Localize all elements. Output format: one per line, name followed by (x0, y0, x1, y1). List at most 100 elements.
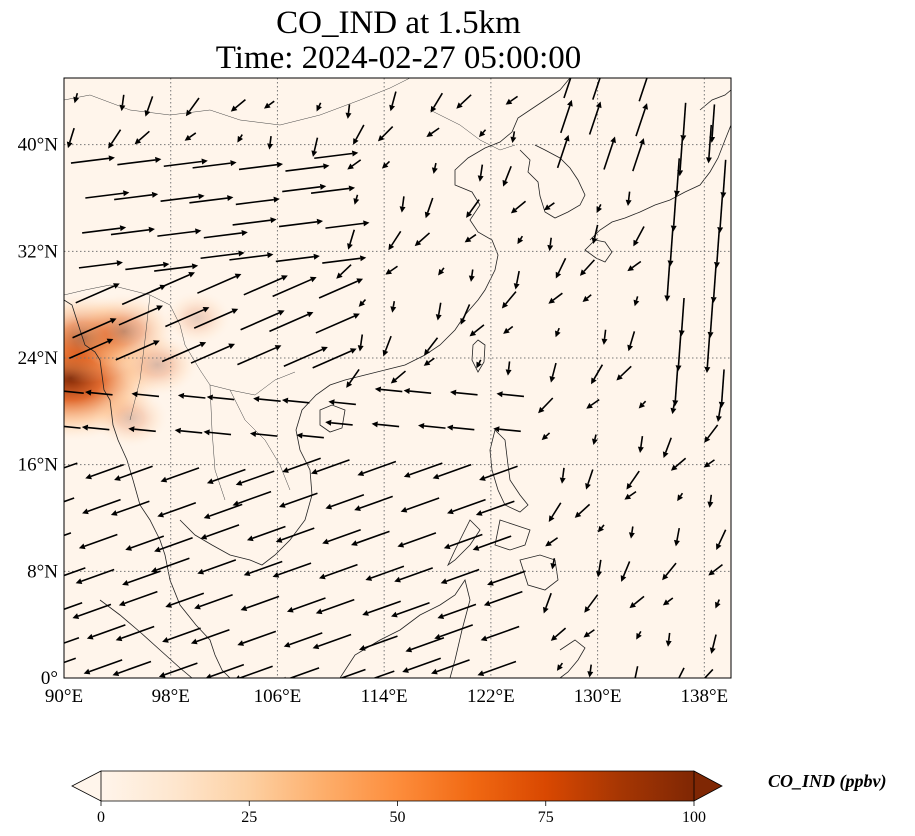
wind-arrow-shaft (331, 421, 353, 426)
wind-arrow-shaft (315, 315, 355, 334)
wind-arrow-shaft (507, 361, 511, 370)
wind-arrow-shaft (676, 527, 681, 541)
wind-arrow-head (423, 348, 431, 356)
wind-arrow-shaft (486, 625, 520, 640)
wind-arrow-head (720, 192, 727, 199)
wind-arrow-head (443, 543, 451, 550)
wind-arrow-head (477, 175, 484, 182)
wind-arrow-shaft (84, 533, 118, 548)
wind-arrow-head (394, 576, 401, 583)
wind-arrow-head (122, 579, 129, 586)
wind-arrow-head (642, 103, 648, 110)
wind-arrow-shaft (164, 662, 198, 676)
wind-arrow-head (319, 183, 327, 190)
wind-arrow-head (505, 369, 512, 376)
wind-arrow-head (628, 532, 635, 539)
wind-arrow-shaft (115, 342, 155, 361)
wind-arrow-head (230, 160, 237, 167)
wind-arrow-head (357, 345, 364, 352)
wind-arrow-shaft (601, 524, 605, 529)
wind-arrow-head (158, 671, 166, 678)
wind-arrow-shaft (436, 659, 470, 673)
wind-arrow-shaft (165, 467, 200, 481)
wind-arrow-head (184, 134, 192, 141)
wind-arrow-shaft (125, 263, 164, 271)
wind-arrow-head (106, 338, 114, 345)
wind-arrow-shaft (269, 313, 309, 333)
wind-arrow-head (704, 366, 711, 374)
wind-arrow-head (717, 227, 724, 234)
wind-arrow-head (633, 299, 640, 307)
wind-arrow-head (446, 424, 454, 431)
wind-arrow-shaft (406, 497, 440, 511)
wind-arrow-shaft (426, 337, 439, 352)
wind-arrow-shaft (594, 434, 597, 440)
coastline-borneo (339, 579, 471, 678)
wind-arrow-shaft (442, 603, 477, 617)
wind-arrow-shaft (557, 257, 567, 274)
wind-arrow-head (165, 602, 172, 608)
wind-arrow-head (510, 136, 517, 144)
wind-arrow-shaft (232, 219, 271, 226)
wind-arrow-head (584, 606, 591, 613)
wind-arrow-shaft (268, 100, 275, 106)
wind-arrow-shaft (510, 95, 519, 102)
wind-arrow-head (144, 110, 151, 117)
wind-arrow-head (371, 421, 378, 428)
wind-arrow-shaft (519, 235, 524, 240)
wind-arrow-head (318, 573, 326, 580)
wind-arrow-shaft (110, 129, 122, 145)
colorbar-min-extend (71, 770, 102, 802)
wind-arrow-head (478, 130, 486, 138)
wind-arrow-shaft (205, 524, 240, 538)
wind-arrow-shaft (433, 92, 444, 108)
wind-arrow-shaft (85, 192, 124, 199)
wind-arrow-shaft (482, 129, 487, 134)
wind-arrow-shaft (418, 232, 431, 243)
wind-arrow-shaft (439, 624, 474, 638)
wind-arrow-shaft (674, 367, 679, 401)
wind-arrow-shaft (325, 222, 364, 229)
wind-arrow-shaft (202, 559, 237, 573)
wind-arrow-shaft (549, 237, 552, 246)
wind-arrow-shaft (473, 324, 485, 334)
wind-arrow-head (567, 99, 573, 107)
wind-arrow-shaft (210, 663, 245, 678)
wind-arrow-head (715, 415, 722, 423)
wind-arrow-head (637, 446, 644, 453)
wind-arrow-head (349, 348, 357, 354)
wind-arrow-shaft (243, 277, 283, 296)
wind-arrow-head (286, 606, 294, 613)
wind-arrow-head (595, 570, 602, 578)
wind-arrow-head (205, 673, 212, 678)
wind-arrow-shaft (554, 627, 567, 638)
wind-arrow-shaft (708, 459, 715, 465)
wind-arrow-shaft (667, 632, 671, 641)
wind-arrow-shaft (545, 592, 552, 609)
wind-arrow-head (309, 276, 317, 283)
wind-vectors (32, 78, 727, 678)
wind-arrow-shaft (589, 664, 592, 672)
wind-arrow-shaft (682, 102, 687, 136)
wind-arrow-head (626, 482, 633, 490)
wind-arrow-head (713, 262, 720, 269)
wind-arrow-head (381, 162, 389, 169)
wind-arrow-shaft (347, 104, 351, 114)
wind-arrow-shaft (441, 267, 445, 272)
wind-arrow-head (385, 268, 393, 275)
wind-arrow-head (424, 211, 431, 219)
wind-arrow-head (194, 603, 201, 610)
wind-arrow-head (202, 306, 210, 313)
wind-arrow-shaft (460, 94, 472, 106)
chart-title-line1: CO_IND at 1.5km (276, 5, 521, 41)
wind-arrow-shaft (390, 230, 402, 246)
wind-arrow-head (586, 402, 593, 409)
wind-arrow-head (32, 542, 39, 548)
coastline-hainan (319, 404, 346, 433)
wind-arrow-shaft (627, 191, 631, 201)
wind-arrow-head (263, 102, 271, 109)
lat-tick-labels: 0° 8°N 16°N 24°N 32°N 40°N (18, 135, 59, 689)
wind-arrow-shaft (362, 460, 397, 474)
wind-arrow-shaft (196, 628, 230, 643)
